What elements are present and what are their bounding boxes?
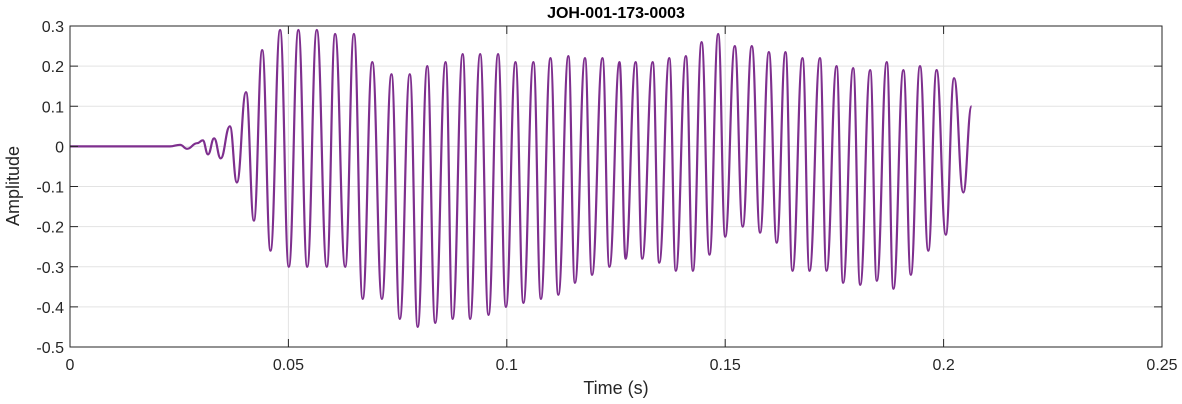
y-tick-label: 0.3 (42, 19, 64, 36)
x-tick-label: 0 (66, 357, 75, 374)
x-tick-label: 0.15 (710, 357, 741, 374)
x-tick-label: 0.1 (496, 357, 518, 374)
y-axis-label: Amplitude (3, 146, 23, 226)
y-tick-label: -0.2 (36, 220, 64, 237)
y-tick-label: -0.3 (36, 260, 64, 277)
y-tick-label: 0 (55, 139, 64, 156)
grid (69, 25, 1163, 348)
x-tick-label: 0.2 (932, 357, 954, 374)
x-tick-label: 0.05 (273, 357, 304, 374)
chart-title: JOH-001-173-0003 (547, 5, 685, 22)
y-tick-label: 0.2 (42, 59, 64, 76)
x-axis-label: Time (s) (583, 378, 648, 398)
y-tick-label: -0.5 (36, 340, 64, 357)
x-axis: 0 0.05 0.1 0.15 0.2 0.25 (66, 26, 1178, 374)
y-tick-label: 0.1 (42, 99, 64, 116)
waveform-line (69, 28, 973, 328)
y-tick-label: -0.1 (36, 180, 64, 197)
y-tick-label: -0.4 (36, 300, 64, 317)
y-axis: 0.3 0.2 0.1 0 -0.1 -0.2 -0.3 -0.4 -0.5 (36, 19, 1162, 357)
plot-area (69, 28, 973, 328)
x-tick-label: 0.25 (1146, 357, 1177, 374)
